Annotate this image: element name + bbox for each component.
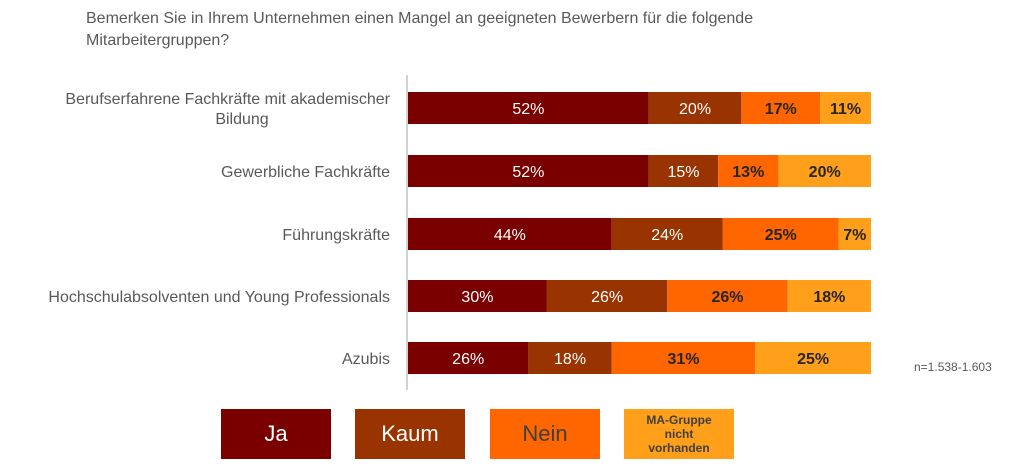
bar-segment — [838, 218, 871, 250]
sample-size-note: n=1.538-1.603 — [914, 360, 992, 374]
bar-segment — [528, 342, 612, 374]
legend-label-kaum: Kaum — [381, 421, 439, 446]
legend-item-ja: Ja — [221, 409, 331, 459]
data-label: 15% — [667, 164, 699, 181]
legend-item-ma-gruppe-nicht-vorhanden: MA-Gruppe nicht vorhanden — [624, 409, 734, 459]
bar-segment — [755, 342, 871, 374]
data-label: 25% — [797, 351, 829, 368]
data-label: 31% — [667, 351, 699, 368]
category-label: Berufserfahrene Fachkräfte mit akademisc… — [65, 91, 390, 128]
data-label: 26% — [711, 289, 743, 306]
data-label: 26% — [591, 289, 623, 306]
data-label: 7% — [843, 227, 866, 244]
data-label: 20% — [809, 164, 841, 181]
bar-segment — [408, 92, 649, 124]
data-label: 24% — [651, 227, 683, 244]
legend-label-nein: Nein — [522, 421, 568, 446]
bar-segment — [611, 342, 756, 374]
data-label: 18% — [813, 289, 845, 306]
bar-segment — [778, 155, 871, 187]
bar-segment — [408, 342, 529, 374]
category-label: Gewerbliche Fachkräfte — [221, 164, 390, 181]
bar-segment — [667, 280, 788, 312]
bar-segment — [408, 155, 649, 187]
bar-segment — [718, 155, 779, 187]
legend-label-ja: Ja — [264, 421, 288, 446]
data-label: 17% — [765, 101, 797, 118]
chart-plot: Berufserfahrene Fachkräfte mit akademisc… — [48, 75, 871, 390]
data-label: 13% — [732, 164, 764, 181]
data-label: 30% — [461, 289, 493, 306]
legend-item-kaum: Kaum — [355, 409, 465, 459]
category-label: Hochschulabsolventen und Young Professio… — [48, 289, 390, 306]
data-label: 44% — [494, 227, 526, 244]
data-label: 20% — [679, 101, 711, 118]
legend-label-ma-gruppe: MA-Gruppe nicht vorhanden — [646, 413, 712, 455]
data-label: 11% — [830, 101, 861, 118]
data-label: 18% — [554, 351, 586, 368]
data-label: 52% — [512, 101, 544, 118]
category-label: Azubis — [342, 351, 390, 368]
data-label: 26% — [452, 351, 484, 368]
bar-segment — [787, 280, 871, 312]
chart-title: Bemerken Sie in Ihrem Unternehmen einen … — [86, 10, 754, 49]
bar-segment — [611, 218, 723, 250]
bar-segment — [648, 155, 719, 187]
data-label: 52% — [512, 164, 544, 181]
bar-segment — [741, 92, 821, 124]
bar-segment — [648, 92, 742, 124]
bar-segment — [820, 92, 871, 124]
bar-segment — [408, 218, 612, 250]
category-label: Führungskräfte — [282, 227, 390, 244]
legend-item-nein: Nein — [490, 409, 600, 459]
data-label: 25% — [765, 227, 797, 244]
bar-segment — [546, 280, 668, 312]
bar-segment — [722, 218, 839, 250]
bar-segment — [408, 280, 547, 312]
